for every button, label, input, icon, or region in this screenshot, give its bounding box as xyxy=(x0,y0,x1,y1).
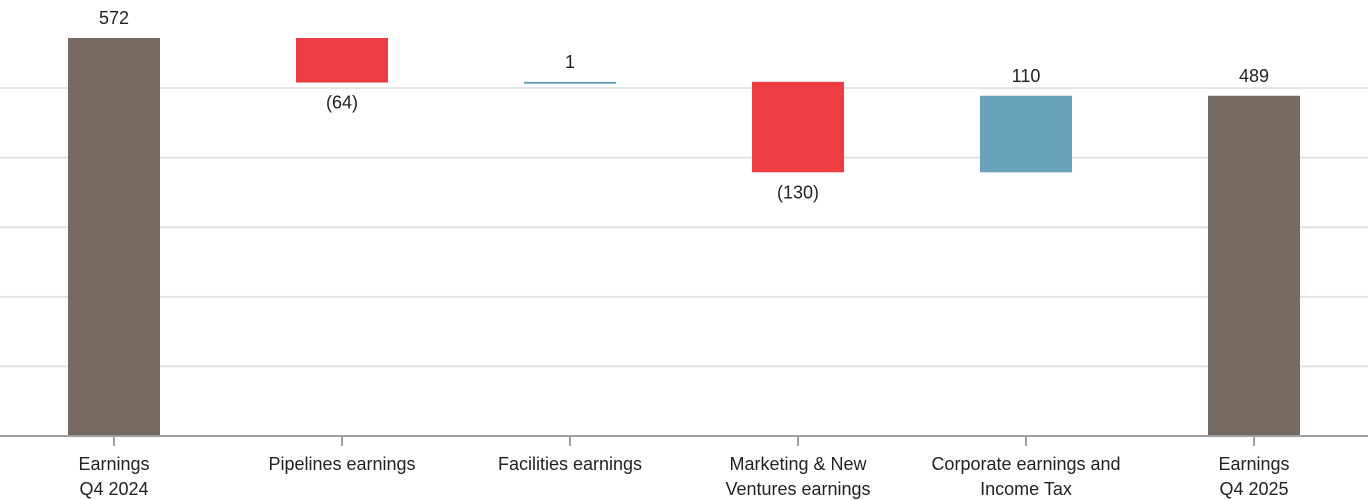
data-label: 110 xyxy=(1012,66,1041,86)
category-label: Pipelines earnings xyxy=(268,454,415,474)
data-label: 572 xyxy=(99,8,129,28)
value-labels: 572 (64) 1 (130) 110 489 xyxy=(99,8,1269,202)
bar-3 xyxy=(752,81,844,173)
gridlines xyxy=(0,87,1368,368)
bar-5 xyxy=(1208,95,1300,437)
category-label: Corporate earnings and Income Tax xyxy=(931,454,1120,499)
x-axis xyxy=(0,435,1368,446)
category-label: Earnings Q4 2025 xyxy=(1218,454,1289,499)
category-label: Facilities earnings xyxy=(498,454,642,474)
bar-0 xyxy=(68,38,160,436)
data-label: (130) xyxy=(777,182,819,202)
category-labels: Earnings Q4 2024 Pipelines earnings Facilit… xyxy=(78,454,1289,499)
bar-4 xyxy=(980,95,1072,173)
bar-2 xyxy=(524,81,616,84)
category-label: Earnings Q4 2024 xyxy=(78,454,149,499)
data-label: 1 xyxy=(565,52,575,72)
bars xyxy=(68,38,1300,437)
data-label: 489 xyxy=(1239,66,1269,86)
data-label: (64) xyxy=(326,93,358,113)
bar-1 xyxy=(296,38,388,83)
category-label: Marketing & New Ventures earnings xyxy=(725,454,870,499)
